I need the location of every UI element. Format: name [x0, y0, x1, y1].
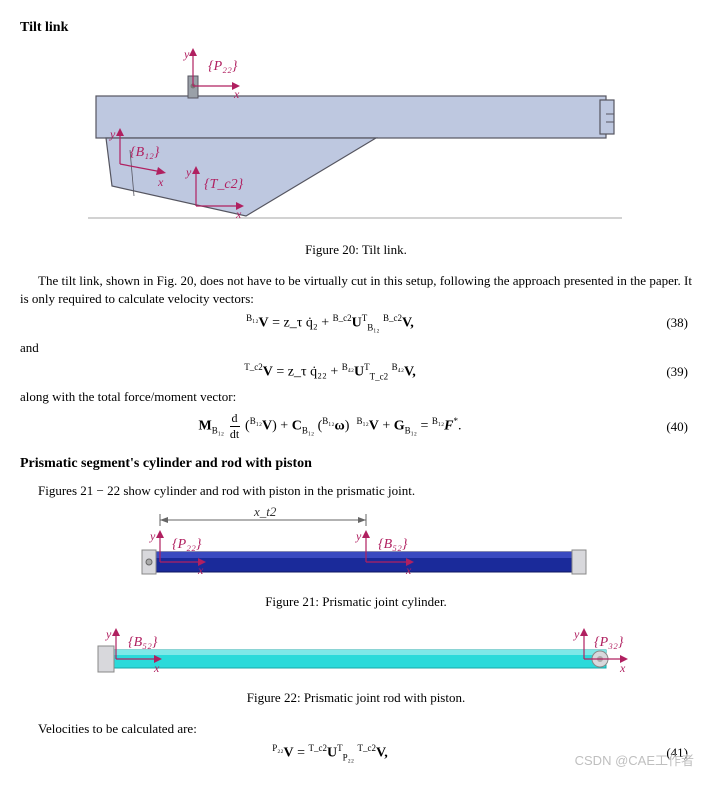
- rod-svg: y x {B₅₂} y x {P₃₂}: [76, 624, 636, 684]
- figure-20-caption: Figure 20: Tilt link.: [20, 242, 692, 258]
- eq-num-39: (39): [640, 364, 692, 380]
- svg-text:y: y: [355, 529, 362, 543]
- prismatic-heading: Prismatic segment's cylinder and rod wit…: [20, 456, 692, 472]
- tilt-para-2: along with the total force/moment vector…: [20, 388, 692, 406]
- axis-y: y: [109, 127, 116, 141]
- tilt-and: and: [20, 339, 692, 357]
- axis-x: x: [157, 175, 164, 189]
- tilt-para-1: The tilt link, shown in Fig. 20, does no…: [20, 272, 692, 307]
- figure-20: y x {P₂₂} y x {B₁₂} y x {T_c2}: [20, 46, 692, 236]
- equation-38: B₁₂V = z_τ q̇₂ + B_c2UTB₁₂ B_c2V, (38): [20, 313, 692, 332]
- label-b52: {B₅₂}: [128, 635, 158, 650]
- cylinder-svg: x_t2 y x {P₂₂} y x {B₅₂}: [116, 506, 596, 588]
- tilt-heading: Tilt link: [20, 20, 692, 36]
- tilt-link-svg: y x {P₂₂} y x {B₁₂} y x {T_c2}: [76, 46, 636, 236]
- label-tc2: {T_c2}: [204, 177, 244, 192]
- axis-x: x: [235, 207, 242, 221]
- equation-40: MB₁₂ d dt (B₁₂V) + CB₁₂ (B₁₂ω) B₁₂V + GB…: [20, 411, 692, 442]
- label-b52: {B₅₂}: [378, 537, 408, 552]
- svg-text:x: x: [197, 563, 204, 577]
- figure-21: x_t2 y x {P₂₂} y x {B₅₂}: [20, 506, 692, 588]
- eq-num-40: (40): [640, 419, 692, 435]
- prismatic-intro: Figures 21 − 22 show cylinder and rod wi…: [20, 482, 692, 500]
- dim-label: x_t2: [253, 506, 277, 519]
- label-b12: {B₁₂}: [130, 145, 160, 160]
- axis-y: y: [183, 47, 190, 61]
- svg-text:y: y: [573, 627, 580, 641]
- label-p22: {P₂₂}: [208, 59, 238, 74]
- svg-text:x: x: [153, 661, 160, 675]
- watermark: CSDN @CAE工作者: [575, 750, 694, 769]
- figure-22: y x {B₅₂} y x {P₃₂}: [20, 624, 692, 684]
- label-p22: {P₂₂}: [172, 537, 202, 552]
- svg-text:y: y: [149, 529, 156, 543]
- axis-y: y: [185, 165, 192, 179]
- axis-x: x: [233, 87, 240, 101]
- velocities-para: Velocities to be calculated are:: [20, 720, 692, 738]
- label-p32: {P₃₂}: [594, 635, 624, 650]
- svg-text:x: x: [619, 661, 626, 675]
- eq-num-38: (38): [640, 315, 692, 331]
- figure-21-caption: Figure 21: Prismatic joint cylinder.: [20, 594, 692, 610]
- figure-22-caption: Figure 22: Prismatic joint rod with pist…: [20, 690, 692, 706]
- equation-39: T_c2V = z_τ q̇₂₂ + B₄₂UTT_c2 B₄₂V, (39): [20, 362, 692, 381]
- svg-text:x: x: [405, 563, 412, 577]
- svg-text:y: y: [105, 627, 112, 641]
